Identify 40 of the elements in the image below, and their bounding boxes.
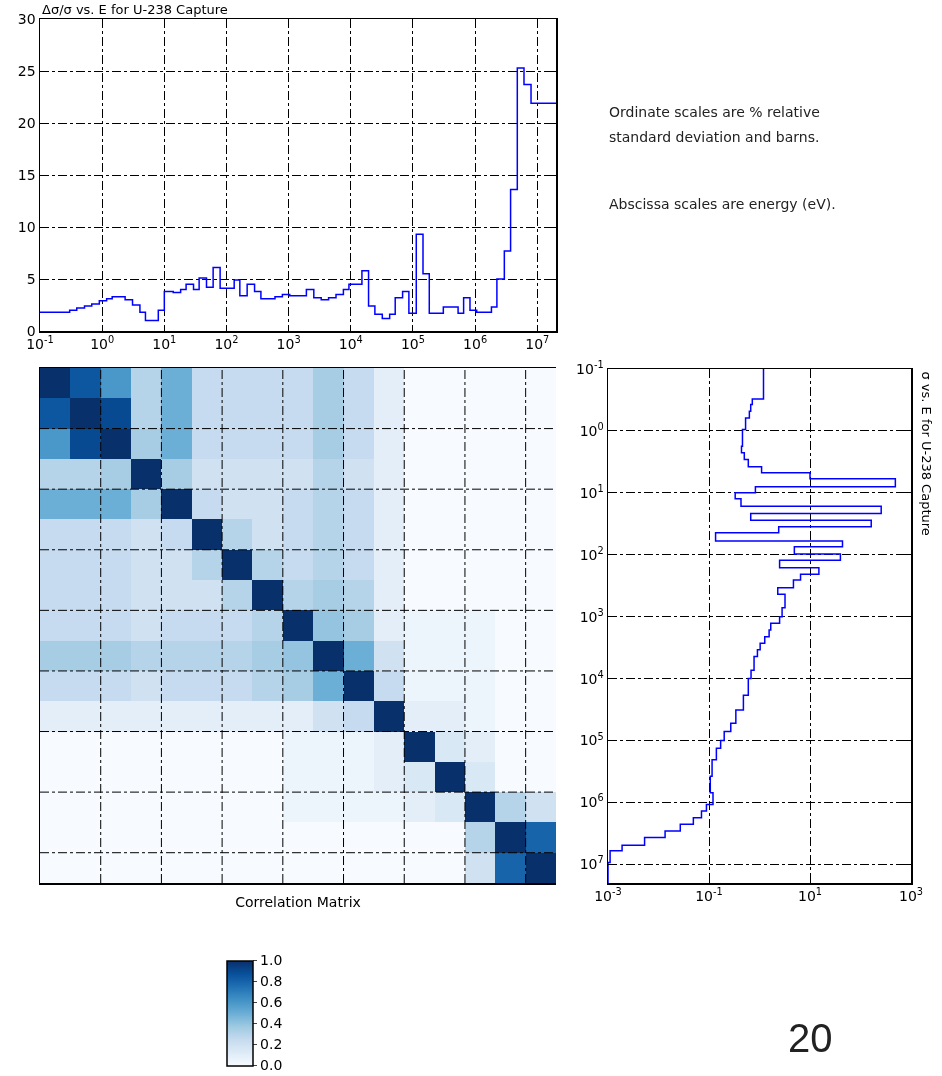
y-tick-label: 10$^{2}$ — [579, 544, 604, 563]
y-tick-label: 30 — [17, 10, 36, 27]
x-tick-label: 10$^{-3}$ — [594, 886, 622, 905]
color-bar-label: 0.0 — [260, 1057, 283, 1074]
y-tick-label: 10$^{7}$ — [579, 854, 604, 873]
color-bar-label: 1.0 — [260, 952, 283, 969]
x-tick-label: 10$^{7}$ — [525, 334, 550, 353]
color-bar-label: 0.8 — [260, 973, 283, 990]
y-tick-label: 25 — [17, 62, 36, 79]
x-tick-label: 10$^{5}$ — [400, 334, 425, 353]
y-tick-label: 10$^{6}$ — [579, 792, 604, 811]
y-tick-label: 15 — [17, 166, 36, 183]
color-bar-label: 0.2 — [260, 1036, 283, 1053]
y-tick-label: 5 — [26, 270, 36, 287]
y-tick-label: 20 — [17, 114, 36, 131]
y-tick-label: 10$^{3}$ — [579, 606, 604, 625]
chart-title: Δσ/σ vs. E for U-238 Capture — [42, 2, 228, 17]
text: Abscissa scales are energy (eV). — [609, 195, 837, 214]
color-bar-label: 0.4 — [260, 1015, 283, 1032]
y-tick-label: 10$^{4}$ — [579, 668, 604, 687]
x-axis-title: Correlation Matrix — [235, 894, 361, 911]
y-tick-label: 10$^{5}$ — [579, 730, 604, 749]
text: Ordinate scales are % relative standard deviation and barns. — [609, 103, 821, 147]
x-tick-label: 10$^{1}$ — [152, 334, 177, 353]
x-tick-label: 10$^{4}$ — [338, 334, 363, 353]
y-tick-label: 10$^{1}$ — [579, 482, 604, 501]
x-tick-label: 10$^{3}$ — [276, 334, 301, 353]
x-tick-label: 10$^{0}$ — [90, 334, 115, 353]
color-bar-label: 0.6 — [260, 994, 283, 1011]
y-tick-label: 10$^{-1}$ — [576, 359, 604, 377]
x-tick-label: 10$^{-1}$ — [695, 886, 723, 905]
y-tick-label: 10 — [17, 218, 36, 235]
x-tick-label: 10$^{3}$ — [898, 886, 924, 905]
y-tick-label: 10$^{0}$ — [579, 420, 604, 439]
text: σ vs. E for U-238 Capture — [918, 371, 934, 536]
x-tick-label: 10$^{1}$ — [797, 886, 823, 905]
x-tick-label: 10$^{6}$ — [463, 334, 488, 353]
y-tick-label: 0 — [26, 322, 36, 339]
text: 20 — [788, 1015, 833, 1062]
x-tick-label: 10$^{2}$ — [214, 334, 239, 353]
